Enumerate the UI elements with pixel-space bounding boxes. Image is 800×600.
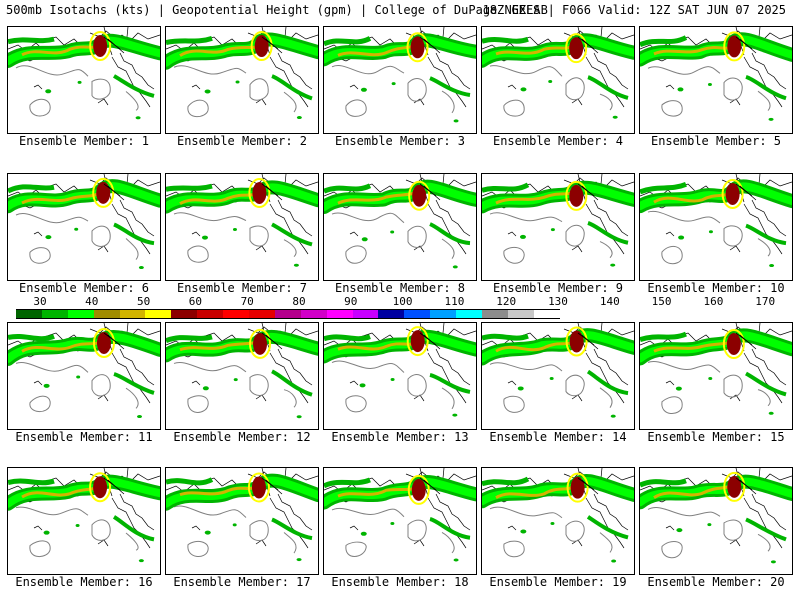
colorbar-swatch-6: [145, 309, 172, 319]
colorbar-tick-label: 140: [599, 295, 620, 308]
member-map-1: [7, 26, 161, 134]
member-map-16: [7, 467, 161, 575]
member-map-13: [323, 322, 477, 430]
map-title: 500mb Isotachs (kts) | Geopotential Heig…: [6, 3, 548, 17]
member-map-7: [165, 173, 319, 281]
member-map-9: [481, 173, 635, 281]
colorbar-tick-label: 130: [548, 295, 568, 308]
member-map-3: [323, 26, 477, 134]
colorbar-swatch-2: [41, 309, 68, 319]
colorbar-swatch-12: [300, 309, 327, 319]
member-map-17: [165, 467, 319, 575]
member-label-16: Ensemble Member: 16: [15, 575, 153, 589]
member-label-3: Ensemble Member: 3: [334, 134, 466, 148]
colorbar-swatch-21: [533, 309, 560, 319]
colorbar-swatch-13: [326, 309, 353, 319]
colorbar-swatch-7: [171, 309, 198, 319]
member-label-17: Ensemble Member: 17: [173, 575, 311, 589]
colorbar-tick-label: 100: [392, 295, 413, 308]
colorbar-swatch-20: [507, 309, 534, 319]
member-map-19: [481, 467, 635, 575]
colorbar-tick-label: 170: [755, 295, 776, 308]
colorbar-swatch-9: [223, 309, 250, 319]
member-label-19: Ensemble Member: 19: [489, 575, 627, 589]
colorbar-tick-label: 50: [136, 295, 151, 308]
member-label-2: Ensemble Member: 2: [176, 134, 308, 148]
member-label-11: Ensemble Member: 11: [15, 430, 153, 444]
colorbar-tick-label: 110: [444, 295, 465, 308]
colorbar-swatch-18: [456, 309, 483, 319]
member-map-11: [7, 322, 161, 430]
colorbar-swatch-10: [249, 309, 275, 319]
member-map-14: [481, 322, 635, 430]
colorbar-swatch-8: [197, 309, 224, 319]
colorbar-swatch-11: [274, 309, 301, 319]
member-label-8: Ensemble Member: 8: [334, 281, 466, 295]
member-map-4: [481, 26, 635, 134]
colorbar-legend: 30 40 50 60 70 80 90 100 110 120 130 140 150 160 170: [0, 295, 800, 321]
member-label-5: Ensemble Member: 5: [650, 134, 782, 148]
colorbar-swatch-19: [482, 309, 508, 319]
member-label-7: Ensemble Member: 7: [176, 281, 308, 295]
colorbar-swatch-14: [352, 309, 379, 319]
colorbar-tick-label: 160: [703, 295, 724, 308]
member-label-10: Ensemble Member: 10: [647, 281, 785, 295]
member-label-20: Ensemble Member: 20: [647, 575, 785, 589]
member-map-6: [7, 173, 161, 281]
member-map-20: [639, 467, 793, 575]
member-label-15: Ensemble Member: 15: [647, 430, 785, 444]
member-label-1: Ensemble Member: 1: [18, 134, 150, 148]
member-map-15: [639, 322, 793, 430]
colorbar-tick-label: 150: [651, 295, 672, 308]
member-label-4: Ensemble Member: 4: [492, 134, 624, 148]
member-label-9: Ensemble Member: 9: [492, 281, 624, 295]
member-label-18: Ensemble Member: 18: [331, 575, 469, 589]
colorbar-tick-label: 30: [33, 295, 47, 308]
run-valid-time: 18Z GEFS | F066 Valid: 12Z SAT JUN 07 20…: [482, 3, 786, 17]
colorbar-tick-label: 90: [344, 295, 358, 308]
colorbar-swatch-17: [430, 309, 457, 319]
member-map-10: [639, 173, 793, 281]
colorbar-tick-label: 40: [85, 295, 99, 308]
colorbar-tick-label: 60: [188, 295, 203, 308]
colorbar-tick-label: 120: [496, 295, 517, 308]
colorbar-left-arrow: [4, 309, 16, 319]
colorbar-swatches: [16, 309, 560, 319]
colorbar-tick-label: 70: [240, 295, 254, 308]
colorbar-swatch-5: [119, 309, 146, 319]
colorbar-tick-label: 80: [292, 295, 306, 308]
member-map-2: [165, 26, 319, 134]
member-label-12: Ensemble Member: 12: [173, 430, 311, 444]
colorbar-swatch-1: [16, 309, 42, 319]
colorbar-swatch-15: [378, 309, 405, 319]
colorbar-swatch-3: [67, 309, 94, 319]
member-label-6: Ensemble Member: 6: [18, 281, 150, 295]
member-map-12: [165, 322, 319, 430]
colorbar-swatch-4: [93, 309, 120, 319]
member-label-13: Ensemble Member: 13: [331, 430, 469, 444]
member-label-14: Ensemble Member: 14: [489, 430, 627, 444]
member-map-18: [323, 467, 477, 575]
colorbar-swatch-16: [404, 309, 431, 319]
member-map-5: [639, 26, 793, 134]
member-map-8: [323, 173, 477, 281]
